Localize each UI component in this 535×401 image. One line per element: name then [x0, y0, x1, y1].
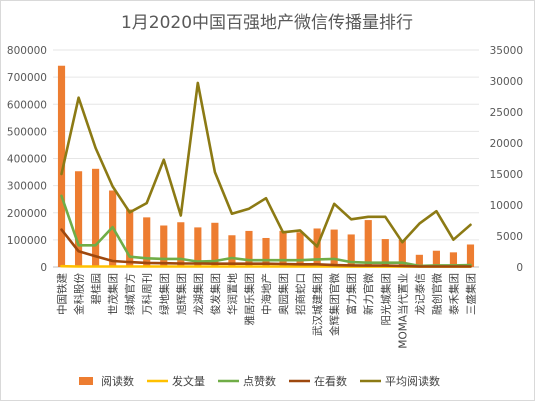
left-axis-ticks: 0 100000 200000 300000 400000 500000 600000 700…: [7, 45, 47, 274]
category-label: 武汉城建集团: [311, 273, 324, 336]
bar: [347, 234, 355, 267]
bar: [415, 254, 423, 267]
category-label: 金辉集团官微: [328, 273, 341, 336]
legend-swatch: [79, 377, 93, 385]
bar: [194, 227, 202, 267]
category-label: 雅居乐集团: [243, 273, 256, 326]
bar: [245, 230, 253, 267]
right-tick-label: 10000: [490, 200, 523, 212]
category-label: 世茂集团: [107, 273, 120, 315]
bar: [449, 252, 458, 267]
bar: [364, 220, 372, 267]
category-label: 龙记泰信: [413, 273, 426, 315]
gridlines: [53, 49, 479, 268]
category-label: 阳光城集团: [379, 273, 392, 326]
category-label: 华润置地: [226, 273, 239, 315]
bar: [57, 65, 66, 267]
category-label: 新力官微: [362, 273, 375, 315]
category-label: 俊发集团: [209, 273, 222, 315]
category-axis: 中国铁建 金科股份 碧桂园 世茂集团 绿城官方 万科周刊 绿地集团 旭辉集团 龙湖集团 俊发集团华…: [56, 273, 478, 349]
right-tick-label: 30000: [490, 76, 523, 88]
legend-label: 发文量: [172, 374, 205, 388]
category-label: 碧桂园: [90, 273, 103, 305]
category-label: 绿地集团: [158, 273, 171, 315]
left-tick-label: 200000: [7, 208, 47, 220]
series-line: [60, 228, 472, 268]
bar: [160, 225, 168, 267]
right-tick-label: 5000: [496, 231, 523, 243]
category-label: 金科股份: [73, 273, 86, 315]
bar: [296, 232, 304, 267]
category-label: 奥园集团: [277, 273, 290, 315]
left-tick-label: 800000: [7, 45, 47, 57]
category-label: 万科周刊: [141, 273, 154, 315]
right-tick-label: 20000: [490, 138, 523, 150]
line-series: [60, 81, 472, 268]
category-label: 招商蛇口: [294, 273, 307, 315]
category-label: 三盛集团: [464, 273, 477, 315]
category-label: 富力集团: [345, 273, 358, 315]
bar: [177, 222, 185, 267]
bar: [432, 250, 440, 267]
bar: [330, 229, 338, 267]
right-axis-ticks: 0 5000 10000 15000 20000 25000 30000 35000: [490, 45, 523, 274]
legend: 阅读数 发文量 点赞数 在看数 平均阅读数: [79, 374, 440, 388]
legend-label: 在看数: [314, 374, 347, 388]
legend-label: 阅读数: [101, 374, 134, 388]
right-tick-label: 35000: [490, 45, 523, 57]
bar: [381, 239, 389, 267]
bar-series: [57, 65, 475, 267]
category-label: 绿城官方: [124, 273, 137, 315]
category-label: 旭辉集团: [175, 273, 188, 315]
bar: [126, 209, 134, 267]
left-tick-label: 500000: [7, 126, 47, 138]
bar: [262, 237, 270, 267]
category-label: 泰禾集团: [447, 273, 460, 315]
category-label: 中海地产: [260, 273, 273, 315]
legend-label: 平均阅读数: [385, 374, 440, 388]
left-tick-label: 400000: [7, 154, 47, 166]
category-label: 龙湖集团: [192, 273, 205, 315]
category-label: 融创官微: [430, 273, 443, 315]
bar: [466, 244, 475, 267]
bar: [92, 168, 100, 267]
series-line: [60, 194, 472, 268]
left-tick-label: 600000: [7, 99, 47, 111]
series-line: [60, 81, 472, 248]
category-label: 中国铁建: [56, 273, 69, 315]
bar: [143, 217, 151, 267]
bar: [228, 235, 236, 267]
bar: [398, 239, 406, 267]
right-tick-label: 0: [516, 262, 523, 274]
bar: [211, 222, 219, 267]
left-tick-label: 100000: [7, 235, 47, 247]
left-tick-label: 300000: [7, 181, 47, 193]
bar: [279, 230, 287, 267]
right-tick-label: 15000: [490, 169, 523, 181]
category-label: MOMA当代置业: [396, 273, 409, 349]
chart-title: 1月2020中国百强地产微信传播量排行: [121, 13, 413, 33]
left-tick-label: 0: [40, 262, 47, 274]
right-tick-label: 25000: [490, 107, 523, 119]
left-tick-label: 700000: [7, 72, 47, 84]
bar: [74, 171, 83, 267]
legend-label: 点赞数: [243, 375, 276, 388]
